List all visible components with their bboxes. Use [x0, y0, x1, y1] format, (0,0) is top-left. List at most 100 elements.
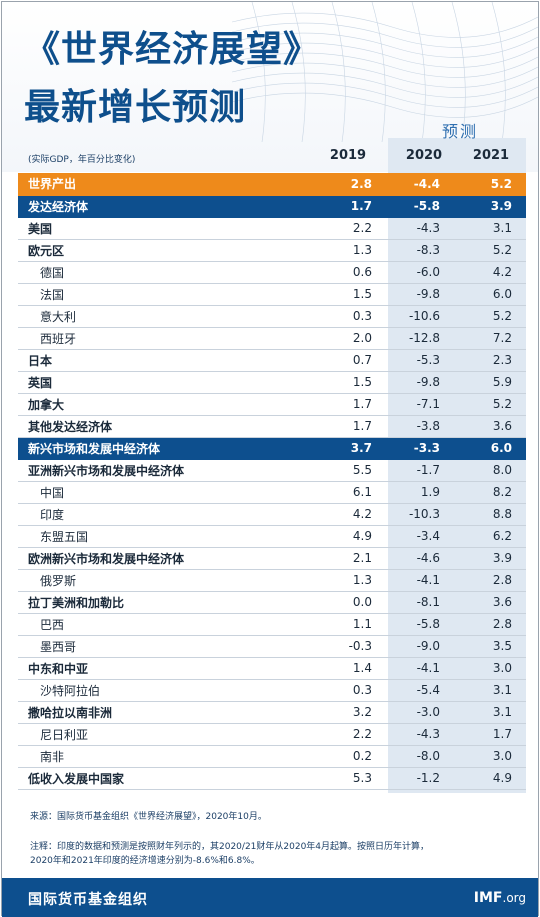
value-2020: -6.0 [386, 261, 458, 284]
value-2019: 2.2 [318, 723, 386, 746]
value-2020: -5.3 [386, 349, 458, 372]
value-2021: 3.9 [458, 547, 526, 570]
table-row: 印度 4.2 -10.3 8.8 [18, 503, 526, 526]
value-2019: 1.5 [318, 371, 386, 394]
row-name: 其他发达经济体 [18, 415, 318, 438]
row-name: 西班牙 [18, 327, 318, 350]
unit-note: (实际GDP，年百分比变化) [28, 155, 136, 165]
row-name: 俄罗斯 [18, 569, 318, 592]
row-name: 拉丁美洲和加勒比 [18, 591, 318, 614]
row-name: 美国 [18, 217, 318, 240]
value-2019: 5.5 [318, 459, 386, 482]
value-2020: -9.8 [386, 371, 458, 394]
imf-brand: IMF [473, 890, 503, 906]
value-2021: 5.2 [458, 173, 526, 196]
value-2020: -4.1 [386, 657, 458, 680]
value-2019: 1.7 [318, 415, 386, 438]
value-2021: 3.6 [458, 415, 526, 438]
table-row: 中国 6.1 1.9 8.2 [18, 481, 526, 504]
value-2019: 4.2 [318, 503, 386, 526]
value-2020: -12.8 [386, 327, 458, 350]
row-name: 发达经济体 [18, 195, 318, 218]
year-header-2020: 2020 [405, 148, 443, 163]
row-name: 德国 [18, 261, 318, 284]
table-row: 发达经济体 1.7 -5.8 3.9 [18, 195, 526, 218]
row-name: 意大利 [18, 305, 318, 328]
table-row: 南非 0.2 -8.0 3.0 [18, 745, 526, 768]
value-2019: 1.5 [318, 283, 386, 306]
value-2019: 3.7 [318, 437, 386, 460]
value-2020: -5.8 [386, 613, 458, 636]
value-2019: 1.4 [318, 657, 386, 680]
value-2020: -4.6 [386, 547, 458, 570]
value-2020: -4.3 [386, 217, 458, 240]
value-2020: -3.0 [386, 701, 458, 724]
value-2019: 5.3 [318, 767, 386, 790]
value-2019: 0.7 [318, 349, 386, 372]
value-2021: 8.2 [458, 481, 526, 504]
row-name: 中东和中亚 [18, 657, 318, 680]
row-name: 加拿大 [18, 393, 318, 416]
value-2019: 3.2 [318, 701, 386, 724]
table-row: 英国 1.5 -9.8 5.9 [18, 371, 526, 394]
value-2019: -0.3 [318, 635, 386, 658]
footer-org-name: 国际货币基金组织 [28, 892, 148, 908]
value-2020: -4.4 [386, 173, 458, 196]
value-2021: 1.7 [458, 723, 526, 746]
value-2019: 2.1 [318, 547, 386, 570]
note-line-2: 2020年和2021年印度的经济增速分别为-8.6%和6.8%。 [30, 856, 260, 866]
value-2019: 0.0 [318, 591, 386, 614]
value-2020: -9.8 [386, 283, 458, 306]
row-name: 低收入发展中国家 [18, 767, 318, 790]
table-row: 墨西哥 -0.3 -9.0 3.5 [18, 635, 526, 658]
value-2020: -7.1 [386, 393, 458, 416]
value-2021: 2.3 [458, 349, 526, 372]
value-2021: 5.2 [458, 393, 526, 416]
row-name: 欧元区 [18, 239, 318, 262]
header-section: 《世界经济展望》 最新增长预测 [2, 2, 538, 172]
row-name: 东盟五国 [18, 525, 318, 548]
table-row: 日本 0.7 -5.3 2.3 [18, 349, 526, 372]
value-2019: 1.3 [318, 569, 386, 592]
row-name: 沙特阿拉伯 [18, 679, 318, 702]
imf-logo[interactable]: IMF.org [474, 890, 526, 906]
value-2020: -10.6 [386, 305, 458, 328]
value-2021: 7.2 [458, 327, 526, 350]
row-name: 中国 [18, 481, 318, 504]
row-name: 印度 [18, 503, 318, 526]
title-line-2: 最新增长预测 [24, 87, 247, 128]
value-2021: 5.9 [458, 371, 526, 394]
row-name: 英国 [18, 371, 318, 394]
row-name: 亚洲新兴市场和发展中经济体 [18, 459, 318, 482]
wave-pattern-decoration [232, 2, 538, 142]
value-2020: -8.0 [386, 745, 458, 768]
value-2020: -5.4 [386, 679, 458, 702]
value-2020: -1.2 [386, 767, 458, 790]
table-row: 低收入发展中国家 5.3 -1.2 4.9 [18, 767, 526, 790]
table-row: 欧洲新兴市场和发展中经济体 2.1 -4.6 3.9 [18, 547, 526, 570]
value-2021: 6.0 [458, 437, 526, 460]
table-row: 撒哈拉以南非洲 3.2 -3.0 3.1 [18, 701, 526, 724]
table-row: 加拿大 1.7 -7.1 5.2 [18, 393, 526, 416]
table-row: 新兴市场和发展中经济体 3.7 -3.3 6.0 [18, 437, 526, 460]
table-row: 中东和中亚 1.4 -4.1 3.0 [18, 657, 526, 680]
value-2021: 6.0 [458, 283, 526, 306]
table-row: 德国 0.6 -6.0 4.2 [18, 261, 526, 284]
value-2020: -4.3 [386, 723, 458, 746]
value-2021: 4.9 [458, 767, 526, 790]
table-row: 沙特阿拉伯 0.3 -5.4 3.1 [18, 679, 526, 702]
table-row: 尼日利亚 2.2 -4.3 1.7 [18, 723, 526, 746]
value-2020: -3.8 [386, 415, 458, 438]
value-2020: -3.3 [386, 437, 458, 460]
table-row: 其他发达经济体 1.7 -3.8 3.6 [18, 415, 526, 438]
value-2021: 3.1 [458, 679, 526, 702]
value-2021: 3.9 [458, 195, 526, 218]
row-name: 世界产出 [18, 173, 318, 196]
row-name: 尼日利亚 [18, 723, 318, 746]
row-name: 法国 [18, 283, 318, 306]
row-name: 新兴市场和发展中经济体 [18, 437, 318, 460]
row-name: 巴西 [18, 613, 318, 636]
row-name: 撒哈拉以南非洲 [18, 701, 318, 724]
value-2019: 0.3 [318, 305, 386, 328]
